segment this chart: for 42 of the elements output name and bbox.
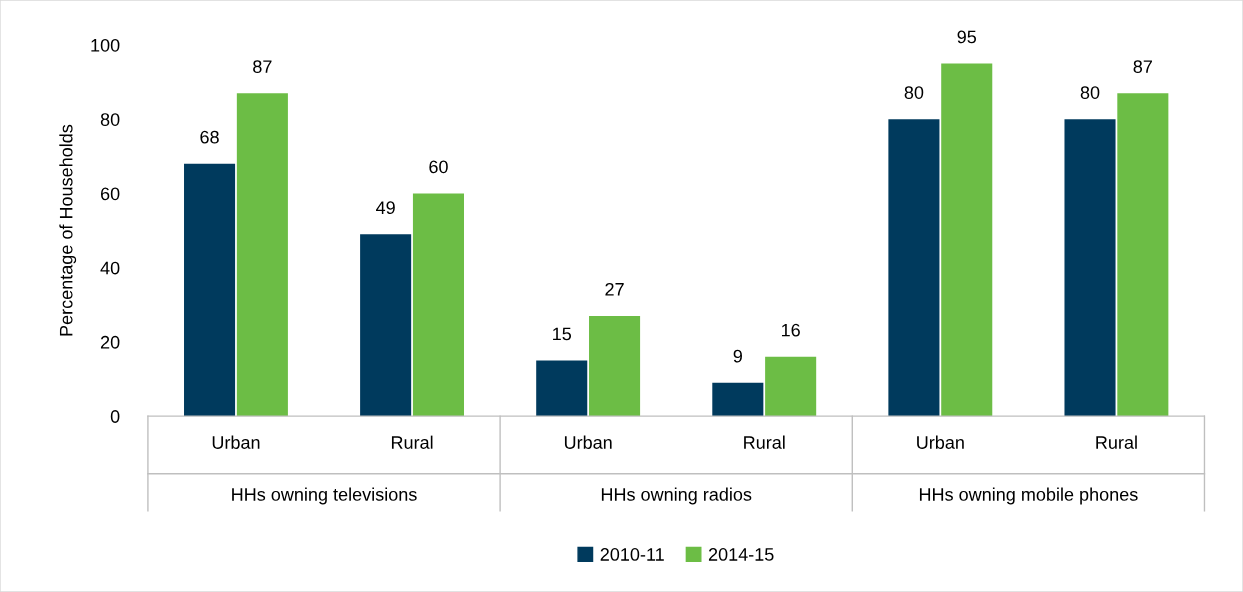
bar bbox=[536, 360, 588, 417]
bar bbox=[412, 193, 464, 417]
data-label: 80 bbox=[1080, 86, 1100, 99]
x-tick-label: Urban bbox=[564, 435, 612, 449]
y-tick-label: 40 bbox=[100, 261, 120, 275]
y-tick-label: 80 bbox=[100, 113, 120, 126]
data-label: 87 bbox=[1133, 60, 1152, 74]
legend-label: 2010-11 bbox=[600, 548, 664, 561]
bar bbox=[1064, 119, 1116, 417]
data-label: 49 bbox=[376, 201, 395, 215]
y-tick-label: 60 bbox=[100, 187, 120, 201]
text: HHs owning radios bbox=[601, 487, 752, 505]
bar bbox=[1117, 93, 1169, 417]
bar bbox=[184, 163, 236, 417]
data-label: 87 bbox=[253, 60, 272, 74]
x-tick-label: Urban bbox=[917, 435, 964, 449]
y-axis-title: Percentage of Households bbox=[59, 124, 77, 336]
legend-label: 2014-15 bbox=[708, 548, 774, 561]
bar bbox=[589, 315, 641, 417]
data-label: 27 bbox=[605, 282, 624, 296]
bar bbox=[360, 234, 412, 417]
data-label: 95 bbox=[957, 30, 977, 44]
data-label: 9 bbox=[733, 349, 742, 363]
data-label: 60 bbox=[429, 160, 448, 174]
x-tick-label: Rural bbox=[1096, 435, 1137, 449]
bar bbox=[941, 63, 993, 417]
data-label: 80 bbox=[904, 86, 924, 99]
data-label: 68 bbox=[200, 130, 219, 144]
bar bbox=[888, 119, 940, 417]
bar bbox=[765, 356, 817, 417]
text: HHs owning mobile phones bbox=[919, 487, 1138, 505]
y-tick-label: 20 bbox=[100, 335, 120, 349]
data-label: 16 bbox=[781, 323, 800, 337]
y-tick-label: 100 bbox=[91, 38, 120, 52]
y-tick-label: 0 bbox=[110, 410, 120, 423]
x-tick-label: Urban bbox=[212, 435, 260, 449]
text: HHs owning televisions bbox=[232, 487, 417, 505]
bar bbox=[236, 93, 288, 417]
bar bbox=[712, 382, 764, 417]
data-label: 15 bbox=[553, 327, 572, 341]
x-tick-label: Rural bbox=[744, 435, 785, 449]
x-tick-label: Rural bbox=[391, 435, 433, 449]
